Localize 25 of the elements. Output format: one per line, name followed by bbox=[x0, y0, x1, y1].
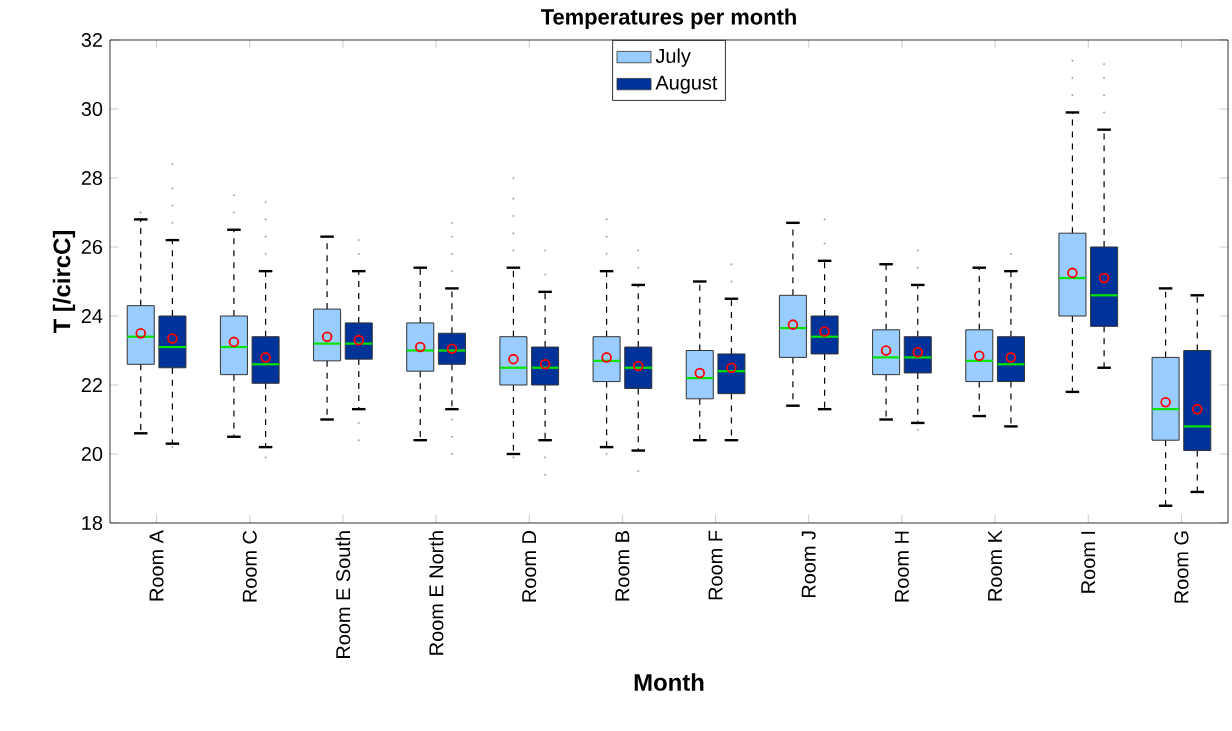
y-tick-label: 32 bbox=[81, 32, 102, 48]
x-tick-label: Room I bbox=[1081, 531, 1096, 593]
legend-label: July bbox=[655, 48, 691, 67]
y-tick-label: 24 bbox=[81, 309, 103, 323]
x-axis-title: Month bbox=[634, 673, 704, 691]
y-tick-label: 30 bbox=[81, 101, 103, 117]
x-tick-label: Room J bbox=[801, 531, 816, 598]
legend-label: August bbox=[655, 75, 718, 94]
x-tick-label: Room D bbox=[522, 531, 537, 602]
y-tick-label: 26 bbox=[81, 239, 103, 255]
y-tick-label: 28 bbox=[81, 170, 103, 186]
y-tick-label: 18 bbox=[82, 515, 103, 531]
chart-title: Temperatures per month bbox=[540, 8, 796, 29]
x-tick-label: Room E North bbox=[428, 531, 444, 655]
x-tick-label: Room F bbox=[708, 530, 723, 600]
y-axis-title: T [/circC] bbox=[52, 231, 76, 334]
x-tick-label: Room B bbox=[615, 531, 630, 601]
x-tick-label: Room G bbox=[1174, 531, 1189, 603]
x-tick-label: Room H bbox=[894, 531, 909, 602]
x-tick-label: Room E South bbox=[335, 531, 351, 658]
x-tick-label: Room K bbox=[988, 530, 1003, 601]
x-tick-label: Room C bbox=[242, 530, 257, 602]
y-tick-label: 20 bbox=[81, 446, 103, 462]
x-tick-label: Room A bbox=[149, 530, 164, 601]
y-tick-label: 22 bbox=[81, 378, 102, 392]
